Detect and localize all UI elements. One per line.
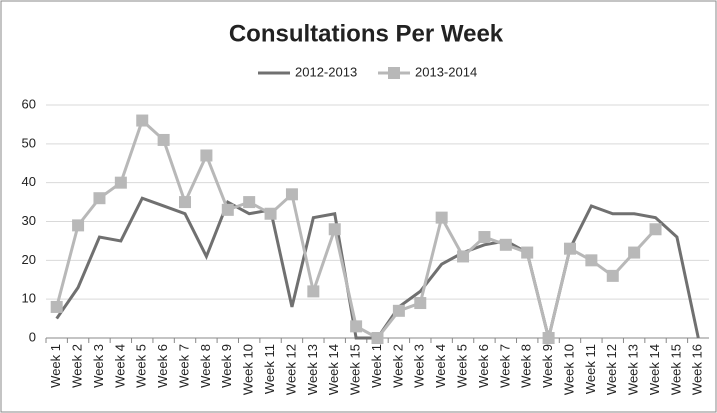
- x-tick-label: Week 5: [454, 344, 469, 388]
- x-tick-label: Week 1: [369, 344, 384, 388]
- x-tick-label: Week 12: [283, 344, 298, 395]
- data-point: [499, 238, 512, 251]
- y-tick-label: 50: [22, 135, 36, 150]
- x-tick-label: Week 7: [497, 344, 512, 388]
- data-point: [478, 231, 491, 244]
- chart-title: Consultations Per Week: [229, 20, 504, 47]
- x-tick-label: Week 12: [604, 344, 619, 395]
- data-point: [264, 207, 277, 220]
- x-tick-label: Week 9: [219, 344, 234, 388]
- y-tick-label: 30: [22, 213, 36, 228]
- x-tick-label: Week 13: [305, 344, 320, 395]
- data-point: [521, 246, 534, 259]
- data-point: [414, 297, 427, 310]
- data-point: [628, 246, 641, 259]
- data-point: [157, 133, 170, 146]
- data-point: [114, 176, 127, 189]
- data-point: [457, 250, 470, 263]
- x-tick-label: Week 3: [91, 344, 106, 388]
- y-tick-label: 20: [22, 252, 36, 267]
- data-point: [371, 332, 384, 344]
- data-point: [72, 219, 85, 232]
- data-point: [585, 254, 598, 267]
- y-tick-label: 10: [22, 291, 36, 306]
- x-tick-label: Week 15: [348, 344, 363, 395]
- y-tick-label: 40: [22, 174, 36, 189]
- x-tick-label: Week 4: [112, 344, 127, 388]
- y-tick-label: 60: [22, 96, 36, 111]
- x-tick-label: Week 10: [561, 344, 576, 395]
- data-point: [350, 320, 363, 333]
- legend-label: 2013-2014: [415, 64, 477, 79]
- data-point: [136, 114, 149, 127]
- x-tick-label: Week 6: [476, 344, 491, 388]
- data-point: [328, 223, 341, 236]
- x-tick-label: Week 11: [262, 344, 277, 394]
- y-tick-label: 0: [29, 329, 36, 344]
- x-tick-label: Week 9: [540, 344, 555, 388]
- x-tick-label: Week 2: [390, 344, 405, 388]
- data-point: [435, 211, 448, 224]
- x-tick-label: Week 14: [326, 344, 341, 395]
- data-point: [221, 203, 234, 216]
- data-point: [563, 242, 576, 255]
- x-tick-label: Week 8: [198, 344, 213, 388]
- x-tick-label: Week 4: [433, 344, 448, 388]
- data-point: [649, 223, 662, 236]
- data-point: [50, 300, 63, 313]
- x-tick-label: Week 14: [647, 344, 662, 395]
- x-tick-label: Week 2: [70, 344, 85, 388]
- data-point: [542, 332, 555, 344]
- x-tick-label: Week 8: [519, 344, 534, 388]
- x-tick-label: Week 7: [176, 344, 191, 388]
- data-point: [392, 304, 405, 317]
- legend-label: 2012-2013: [295, 64, 357, 79]
- data-point: [179, 196, 192, 209]
- data-point: [285, 188, 298, 201]
- x-tick-label: Week 1: [48, 344, 63, 388]
- data-point: [606, 269, 619, 282]
- x-tick-label: Week 15: [668, 344, 683, 395]
- data-point: [200, 149, 213, 162]
- legend-marker: [388, 67, 400, 79]
- x-tick-label: Week 16: [690, 344, 705, 395]
- data-point: [307, 285, 320, 298]
- x-tick-label: Week 13: [626, 344, 641, 395]
- x-tick-label: Week 6: [155, 344, 170, 388]
- x-tick-label: Week 10: [241, 344, 256, 395]
- x-tick-label: Week 3: [412, 344, 427, 388]
- data-point: [93, 192, 106, 205]
- data-point: [243, 196, 256, 209]
- x-tick-label: Week 5: [134, 344, 149, 388]
- x-tick-label: Week 11: [583, 344, 598, 394]
